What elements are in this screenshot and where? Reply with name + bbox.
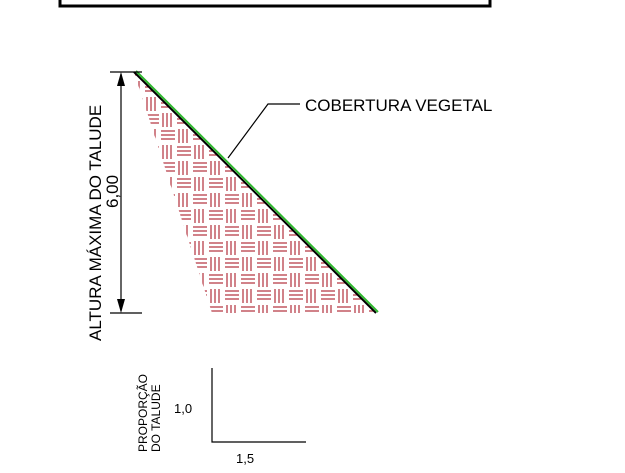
proportion-label-line1: PROPORÇÃO bbox=[136, 374, 150, 452]
slope-face-line bbox=[133, 71, 377, 314]
height-value: 6,00 bbox=[103, 175, 122, 208]
vegetation-cover-line bbox=[135, 70, 379, 313]
vertical-ratio-label: 1,0 bbox=[174, 401, 192, 416]
proportion-label-line2: DO TALUDE bbox=[149, 384, 163, 452]
proportion-axes bbox=[211, 368, 306, 443]
cover-leader-line bbox=[227, 103, 300, 159]
title-frame bbox=[58, 0, 492, 8]
cover-label: COBERTURA VEGETAL bbox=[305, 96, 492, 115]
height-title: ALTURA MÁXIMA DO TALUDE bbox=[86, 105, 105, 341]
horizontal-ratio-label: 1,5 bbox=[236, 451, 254, 466]
height-dimension bbox=[110, 71, 142, 314]
